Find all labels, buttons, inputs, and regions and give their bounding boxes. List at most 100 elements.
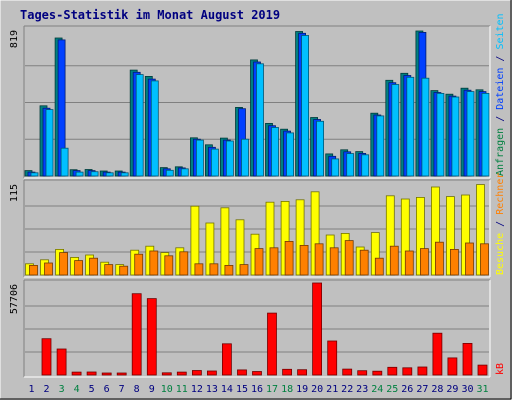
bar-rechner-day-9 bbox=[149, 250, 159, 276]
bar-seiten-day-18 bbox=[286, 132, 295, 177]
x-tick-label-day-30: 30 bbox=[461, 384, 473, 395]
bar-rechner-day-10 bbox=[164, 255, 174, 276]
bar-seiten-day-22 bbox=[346, 153, 355, 177]
bar-rechner-day-26 bbox=[404, 250, 414, 276]
bar-kb-day-3 bbox=[56, 348, 67, 376]
bar-kb-day-10 bbox=[161, 372, 172, 376]
bar-kb-day-2 bbox=[41, 338, 52, 376]
x-tick-label-day-1: 1 bbox=[28, 384, 34, 395]
panel-top: 819 Anfragen / Dateien / Seiten bbox=[9, 13, 506, 179]
x-tick-label-day-29: 29 bbox=[446, 384, 458, 395]
bar-rechner-day-12 bbox=[194, 263, 204, 276]
panel-max-label: 57706 bbox=[9, 284, 20, 314]
panel-legend: kB bbox=[495, 363, 506, 375]
bar-rechner-day-27 bbox=[419, 248, 429, 276]
x-tick-label-day-11: 11 bbox=[176, 384, 188, 395]
legend-entry: kB bbox=[495, 363, 506, 375]
bar-kb-day-15 bbox=[237, 369, 247, 376]
bars-bottom bbox=[41, 282, 488, 376]
x-tick-label-day-19: 19 bbox=[296, 384, 308, 395]
bar-seiten-day-21 bbox=[331, 158, 340, 177]
x-tick-label-day-10: 10 bbox=[161, 384, 173, 395]
bars-top bbox=[24, 30, 490, 177]
panel-max-label: 819 bbox=[9, 30, 20, 48]
bar-seiten-day-16 bbox=[256, 63, 264, 177]
bar-kb-day-22 bbox=[342, 368, 353, 376]
bar-rechner-day-24 bbox=[374, 257, 384, 276]
panel-bottom: 57706 kB bbox=[9, 279, 506, 378]
bar-rechner-day-6 bbox=[104, 264, 114, 276]
bar-kb-day-30 bbox=[462, 342, 473, 376]
bar-kb-day-25 bbox=[387, 366, 398, 376]
bar-rechner-day-28 bbox=[434, 241, 444, 276]
bar-kb-day-24 bbox=[372, 370, 383, 376]
bar-seiten-day-28 bbox=[436, 93, 445, 177]
legend-entry: Seiten bbox=[495, 13, 506, 49]
bar-seiten-day-15 bbox=[241, 138, 249, 177]
bar-kb-day-4 bbox=[71, 371, 82, 376]
bar-seiten-day-30 bbox=[466, 91, 475, 177]
x-tick-label-day-22: 22 bbox=[341, 384, 353, 395]
bar-rechner-day-22 bbox=[344, 240, 354, 276]
bar-rechner-day-18 bbox=[284, 240, 294, 276]
bar-seiten-day-31 bbox=[481, 93, 490, 177]
bar-besuche-day-14 bbox=[220, 207, 230, 276]
x-tick-label-day-28: 28 bbox=[431, 384, 443, 395]
x-tick-label-day-20: 20 bbox=[311, 384, 323, 395]
bar-seiten-day-10 bbox=[165, 169, 174, 177]
bar-rechner-day-20 bbox=[314, 243, 324, 276]
bar-kb-day-21 bbox=[327, 340, 338, 376]
x-tick-label-day-13: 13 bbox=[206, 384, 218, 395]
bar-seiten-day-17 bbox=[271, 127, 279, 177]
x-tick-label-day-26: 26 bbox=[401, 384, 413, 395]
legend-entry: Anfragen bbox=[495, 128, 506, 176]
bar-rechner-day-7 bbox=[119, 265, 129, 276]
bar-rechner-day-1 bbox=[29, 264, 38, 276]
bar-kb-day-16 bbox=[252, 371, 262, 376]
bar-rechner-day-14 bbox=[224, 264, 234, 276]
x-tick-label-day-24: 24 bbox=[371, 384, 383, 395]
bar-rechner-day-15 bbox=[239, 264, 249, 276]
bar-rechner-day-19 bbox=[299, 244, 309, 276]
bar-rechner-day-4 bbox=[74, 260, 83, 276]
bar-seiten-day-24 bbox=[376, 115, 385, 177]
bar-kb-day-29 bbox=[447, 357, 458, 376]
bar-kb-day-23 bbox=[357, 370, 368, 376]
bar-kb-day-13 bbox=[206, 370, 217, 376]
chart-panels: 819 Anfragen / Dateien / Seiten 115 Besuche… bbox=[9, 13, 506, 378]
x-tick-label-day-27: 27 bbox=[416, 384, 428, 395]
bar-seiten-day-6 bbox=[105, 172, 114, 177]
bar-rechner-day-25 bbox=[389, 245, 399, 276]
panel-middle: 115 Besuche / Rechner bbox=[9, 173, 506, 278]
bar-seiten-day-1 bbox=[30, 172, 39, 177]
x-tick-label-day-17: 17 bbox=[266, 384, 278, 395]
bar-seiten-day-7 bbox=[120, 172, 129, 177]
bar-kb-day-11 bbox=[176, 371, 187, 376]
x-tick-label-day-5: 5 bbox=[89, 384, 95, 395]
x-tick-label-day-2: 2 bbox=[43, 384, 49, 395]
bar-seiten-day-25 bbox=[391, 84, 400, 177]
bar-rechner-day-29 bbox=[449, 248, 459, 276]
x-tick-label-day-3: 3 bbox=[59, 384, 65, 395]
chart-title: Tages-Statistik im Monat August 2019 bbox=[20, 8, 280, 22]
panel-legend: Anfragen / Dateien / Seiten bbox=[495, 13, 506, 176]
legend-entry: / bbox=[495, 110, 506, 128]
bar-kb-day-12 bbox=[191, 370, 202, 376]
bar-kb-day-26 bbox=[402, 367, 413, 376]
x-axis-labels: 1 2 3 4 5 6 7 8 9 10 11 12 13 14 15 16 17 18 19 20 21 22 23 24 2… bbox=[28, 384, 488, 395]
x-tick-label-day-31: 31 bbox=[476, 384, 488, 395]
bar-seiten-day-3 bbox=[60, 147, 69, 177]
bar-kb-day-9 bbox=[146, 298, 157, 376]
bar-rechner-day-31 bbox=[480, 243, 489, 276]
bar-kb-day-28 bbox=[432, 332, 443, 376]
bar-rechner-day-2 bbox=[44, 262, 53, 276]
bar-kb-day-19 bbox=[297, 369, 308, 376]
bar-rechner-day-8 bbox=[134, 253, 144, 276]
x-tick-label-day-8: 8 bbox=[134, 384, 140, 395]
bar-rechner-day-21 bbox=[329, 247, 339, 276]
x-tick-label-day-12: 12 bbox=[191, 384, 203, 395]
bar-kb-day-6 bbox=[101, 372, 112, 376]
bar-kb-day-14 bbox=[221, 343, 232, 376]
bar-rechner-day-30 bbox=[465, 242, 474, 276]
bar-kb-day-31 bbox=[477, 364, 488, 376]
